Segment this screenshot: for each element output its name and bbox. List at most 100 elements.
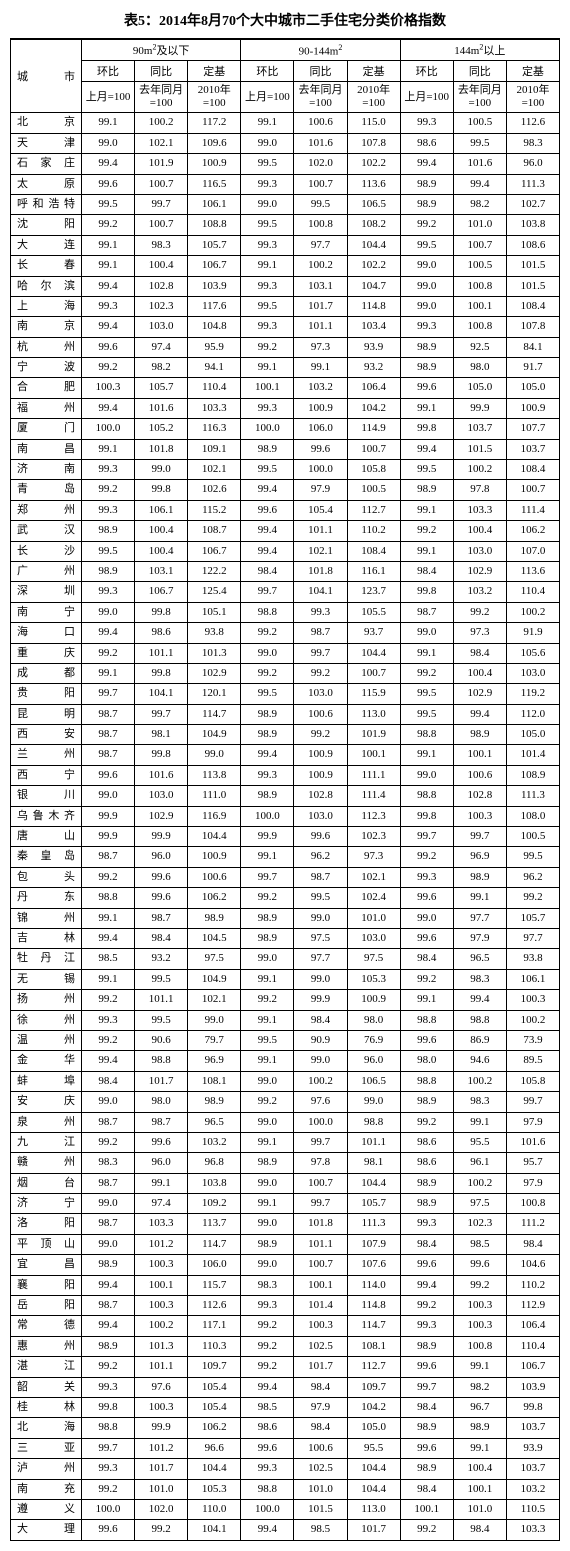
data-cell: 100.3 xyxy=(294,1316,347,1336)
data-cell: 99.1 xyxy=(135,1173,188,1193)
data-cell: 99.5 xyxy=(241,460,294,480)
city-name: 泸州 xyxy=(11,1459,82,1479)
data-cell: 98.4 xyxy=(506,1234,559,1254)
data-cell: 98.4 xyxy=(82,1071,135,1091)
data-cell: 98.7 xyxy=(82,1296,135,1316)
data-cell: 100.4 xyxy=(135,256,188,276)
data-cell: 98.9 xyxy=(82,1255,135,1275)
data-cell: 98.7 xyxy=(82,745,135,765)
data-cell: 96.9 xyxy=(188,1051,241,1071)
table-row: 石家庄99.4101.9100.999.5102.0102.299.4101.6… xyxy=(11,154,560,174)
data-cell: 125.4 xyxy=(188,582,241,602)
data-cell: 99.1 xyxy=(241,1051,294,1071)
data-cell: 99.6 xyxy=(135,888,188,908)
data-cell: 100.3 xyxy=(135,1296,188,1316)
data-cell: 99.4 xyxy=(241,521,294,541)
table-row: 青岛99.299.8102.699.497.9100.598.997.8100.… xyxy=(11,480,560,500)
data-cell: 101.0 xyxy=(453,215,506,235)
data-cell: 99.4 xyxy=(453,990,506,1010)
data-cell: 99.6 xyxy=(82,337,135,357)
data-cell: 105.0 xyxy=(506,378,559,398)
city-name: 牡丹江 xyxy=(11,949,82,969)
data-cell: 99.1 xyxy=(400,500,453,520)
data-cell: 98.0 xyxy=(347,1010,400,1030)
data-cell: 98.9 xyxy=(188,908,241,928)
data-cell: 102.9 xyxy=(453,684,506,704)
data-cell: 96.2 xyxy=(294,847,347,867)
city-name: 福州 xyxy=(11,398,82,418)
data-cell: 96.0 xyxy=(506,154,559,174)
city-name: 石家庄 xyxy=(11,154,82,174)
data-cell: 99.3 xyxy=(400,1214,453,1234)
data-cell: 99.1 xyxy=(241,256,294,276)
data-cell: 117.2 xyxy=(188,113,241,133)
city-name: 贵阳 xyxy=(11,684,82,704)
data-cell: 99.4 xyxy=(241,1377,294,1397)
data-cell: 99.0 xyxy=(241,1071,294,1091)
data-cell: 98.9 xyxy=(82,521,135,541)
data-cell: 99.0 xyxy=(294,1051,347,1071)
data-cell: 116.5 xyxy=(188,174,241,194)
data-cell: 102.2 xyxy=(347,256,400,276)
data-cell: 101.3 xyxy=(188,643,241,663)
data-cell: 110.2 xyxy=(347,521,400,541)
data-cell: 100.1 xyxy=(453,1479,506,1499)
data-cell: 98.2 xyxy=(135,358,188,378)
data-cell: 97.9 xyxy=(453,929,506,949)
data-cell: 84.1 xyxy=(506,337,559,357)
data-cell: 99.1 xyxy=(82,235,135,255)
city-name: 兰州 xyxy=(11,745,82,765)
table-row: 西安98.798.1104.998.999.2101.998.898.9105.… xyxy=(11,725,560,745)
data-cell: 99.7 xyxy=(82,1438,135,1458)
header-hb-sub: 上月=100 xyxy=(241,82,294,113)
data-cell: 111.4 xyxy=(347,786,400,806)
data-cell: 97.4 xyxy=(135,1194,188,1214)
data-cell: 99.9 xyxy=(294,990,347,1010)
data-cell: 103.0 xyxy=(453,541,506,561)
data-cell: 100.3 xyxy=(135,1397,188,1417)
data-cell: 99.2 xyxy=(82,1030,135,1050)
data-cell: 99.2 xyxy=(241,337,294,357)
data-cell: 99.3 xyxy=(82,460,135,480)
data-cell: 97.3 xyxy=(453,623,506,643)
city-name: 烟台 xyxy=(11,1173,82,1193)
data-cell: 98.4 xyxy=(453,1520,506,1540)
data-cell: 100.1 xyxy=(400,1499,453,1519)
data-cell: 112.6 xyxy=(188,1296,241,1316)
data-cell: 99.2 xyxy=(82,358,135,378)
data-cell: 107.9 xyxy=(347,1234,400,1254)
data-cell: 98.7 xyxy=(82,1173,135,1193)
data-cell: 103.3 xyxy=(506,1520,559,1540)
data-cell: 98.7 xyxy=(82,1214,135,1234)
city-name: 泉州 xyxy=(11,1112,82,1132)
data-cell: 99.0 xyxy=(241,1112,294,1132)
table-row: 福州99.4101.6103.399.3100.9104.299.199.910… xyxy=(11,398,560,418)
table-row: 长春99.1100.4106.799.1100.2102.299.0100.51… xyxy=(11,256,560,276)
header-group-90below: 90m2及以下 xyxy=(82,39,241,61)
data-cell: 101.1 xyxy=(347,1132,400,1152)
data-cell: 98.3 xyxy=(453,969,506,989)
city-name: 九江 xyxy=(11,1132,82,1152)
data-cell: 110.3 xyxy=(188,1336,241,1356)
data-cell: 101.1 xyxy=(135,990,188,1010)
data-cell: 101.6 xyxy=(135,398,188,418)
data-cell: 100.9 xyxy=(294,398,347,418)
data-cell: 98.0 xyxy=(400,1051,453,1071)
table-row: 泉州98.798.796.599.0100.098.899.299.197.9 xyxy=(11,1112,560,1132)
city-name: 南宁 xyxy=(11,602,82,622)
data-cell: 98.6 xyxy=(400,1132,453,1152)
data-cell: 98.4 xyxy=(294,1010,347,1030)
city-name: 常德 xyxy=(11,1316,82,1336)
data-cell: 100.7 xyxy=(453,235,506,255)
data-cell: 99.7 xyxy=(294,1194,347,1214)
data-cell: 99.4 xyxy=(82,1275,135,1295)
data-cell: 103.8 xyxy=(188,1173,241,1193)
table-row: 合肥100.3105.7110.4100.1103.2106.499.6105.… xyxy=(11,378,560,398)
city-name: 大理 xyxy=(11,1520,82,1540)
data-cell: 99.6 xyxy=(400,1030,453,1050)
data-cell: 98.3 xyxy=(82,1153,135,1173)
table-row: 长沙99.5100.4106.799.4102.1108.499.1103.01… xyxy=(11,541,560,561)
data-cell: 98.9 xyxy=(241,439,294,459)
data-cell: 103.2 xyxy=(294,378,347,398)
data-cell: 97.3 xyxy=(347,847,400,867)
